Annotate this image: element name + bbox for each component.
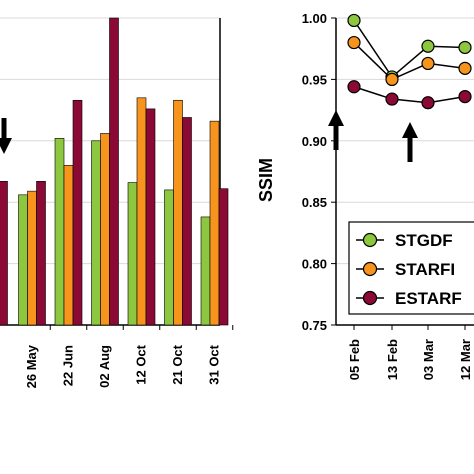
legend-label: STARFI: [395, 260, 455, 279]
y-tick-label: 0.80: [302, 257, 327, 272]
legend-label: ESTARF: [395, 289, 462, 308]
data-point: [347, 80, 361, 94]
series-line: [353, 86, 466, 104]
x-tick-label: 05 Feb: [347, 339, 362, 380]
data-point: [421, 39, 435, 53]
y-tick-label: 0.85: [302, 195, 327, 210]
left-bar-chart: 26 May 22 Jun 02 Aug 12 Oct 21 Oct 31 Oct: [0, 17, 234, 388]
data-point: [385, 92, 399, 106]
bar: [54, 138, 65, 326]
x-tick-label: 26 May: [24, 344, 39, 388]
legend: STGDF STARFI ESTARF: [348, 221, 474, 315]
x-tick-label: 12 Oct: [134, 344, 149, 384]
x-tick-label: 22 Jun: [61, 345, 76, 386]
legend-marker: [362, 232, 378, 248]
bar: [63, 165, 74, 326]
bar: [100, 133, 110, 326]
bar: [72, 99, 83, 326]
bar: [36, 181, 46, 326]
right-line-chart: 1.00 0.95 0.90 0.85 0.80 0.75 SSIM 05 Feb 13 Feb…: [256, 11, 474, 380]
bar: [136, 97, 147, 326]
legend-label: STGDF: [395, 231, 453, 250]
x-tick-label: 03 Mar: [421, 339, 436, 380]
bar: [173, 99, 183, 326]
y-tick-label: 1.00: [302, 11, 327, 26]
x-tick-label: 12 Mar: [458, 339, 473, 380]
bar: [200, 216, 211, 326]
legend-marker: [362, 261, 378, 277]
bar: [164, 189, 174, 326]
y-tick-label: 0.90: [302, 134, 327, 149]
data-point: [458, 89, 472, 104]
bar: [209, 120, 220, 326]
arrow-head: [328, 110, 344, 126]
data-point: [421, 96, 435, 110]
y-tick-label: 0.75: [302, 318, 327, 333]
x-tick-label: 02 Aug: [97, 345, 112, 388]
bar: [109, 17, 119, 326]
y-tick-label: 0.95: [302, 72, 327, 87]
bar: [0, 181, 8, 326]
x-tick-label: 21 Oct: [170, 344, 185, 384]
series-line: [353, 42, 466, 81]
bar: [182, 117, 192, 326]
bar: [145, 108, 156, 326]
bar: [91, 140, 101, 326]
legend-marker: [362, 290, 378, 306]
data-point: [347, 13, 361, 28]
data-point: [458, 61, 472, 75]
data-point: [421, 56, 435, 71]
bar: [127, 182, 138, 326]
x-tick-label: 31 Oct: [207, 344, 222, 384]
bar: [18, 194, 28, 326]
y-axis-label: SSIM: [256, 158, 276, 202]
bar: [27, 190, 37, 326]
data-point: [458, 40, 472, 55]
arrow-head: [402, 122, 418, 138]
data-point: [385, 72, 399, 87]
data-point: [347, 35, 361, 50]
x-tick-label: 13 Feb: [385, 339, 400, 380]
series-line: [353, 20, 466, 79]
arrow-head: [0, 138, 12, 154]
bar: [218, 188, 229, 326]
